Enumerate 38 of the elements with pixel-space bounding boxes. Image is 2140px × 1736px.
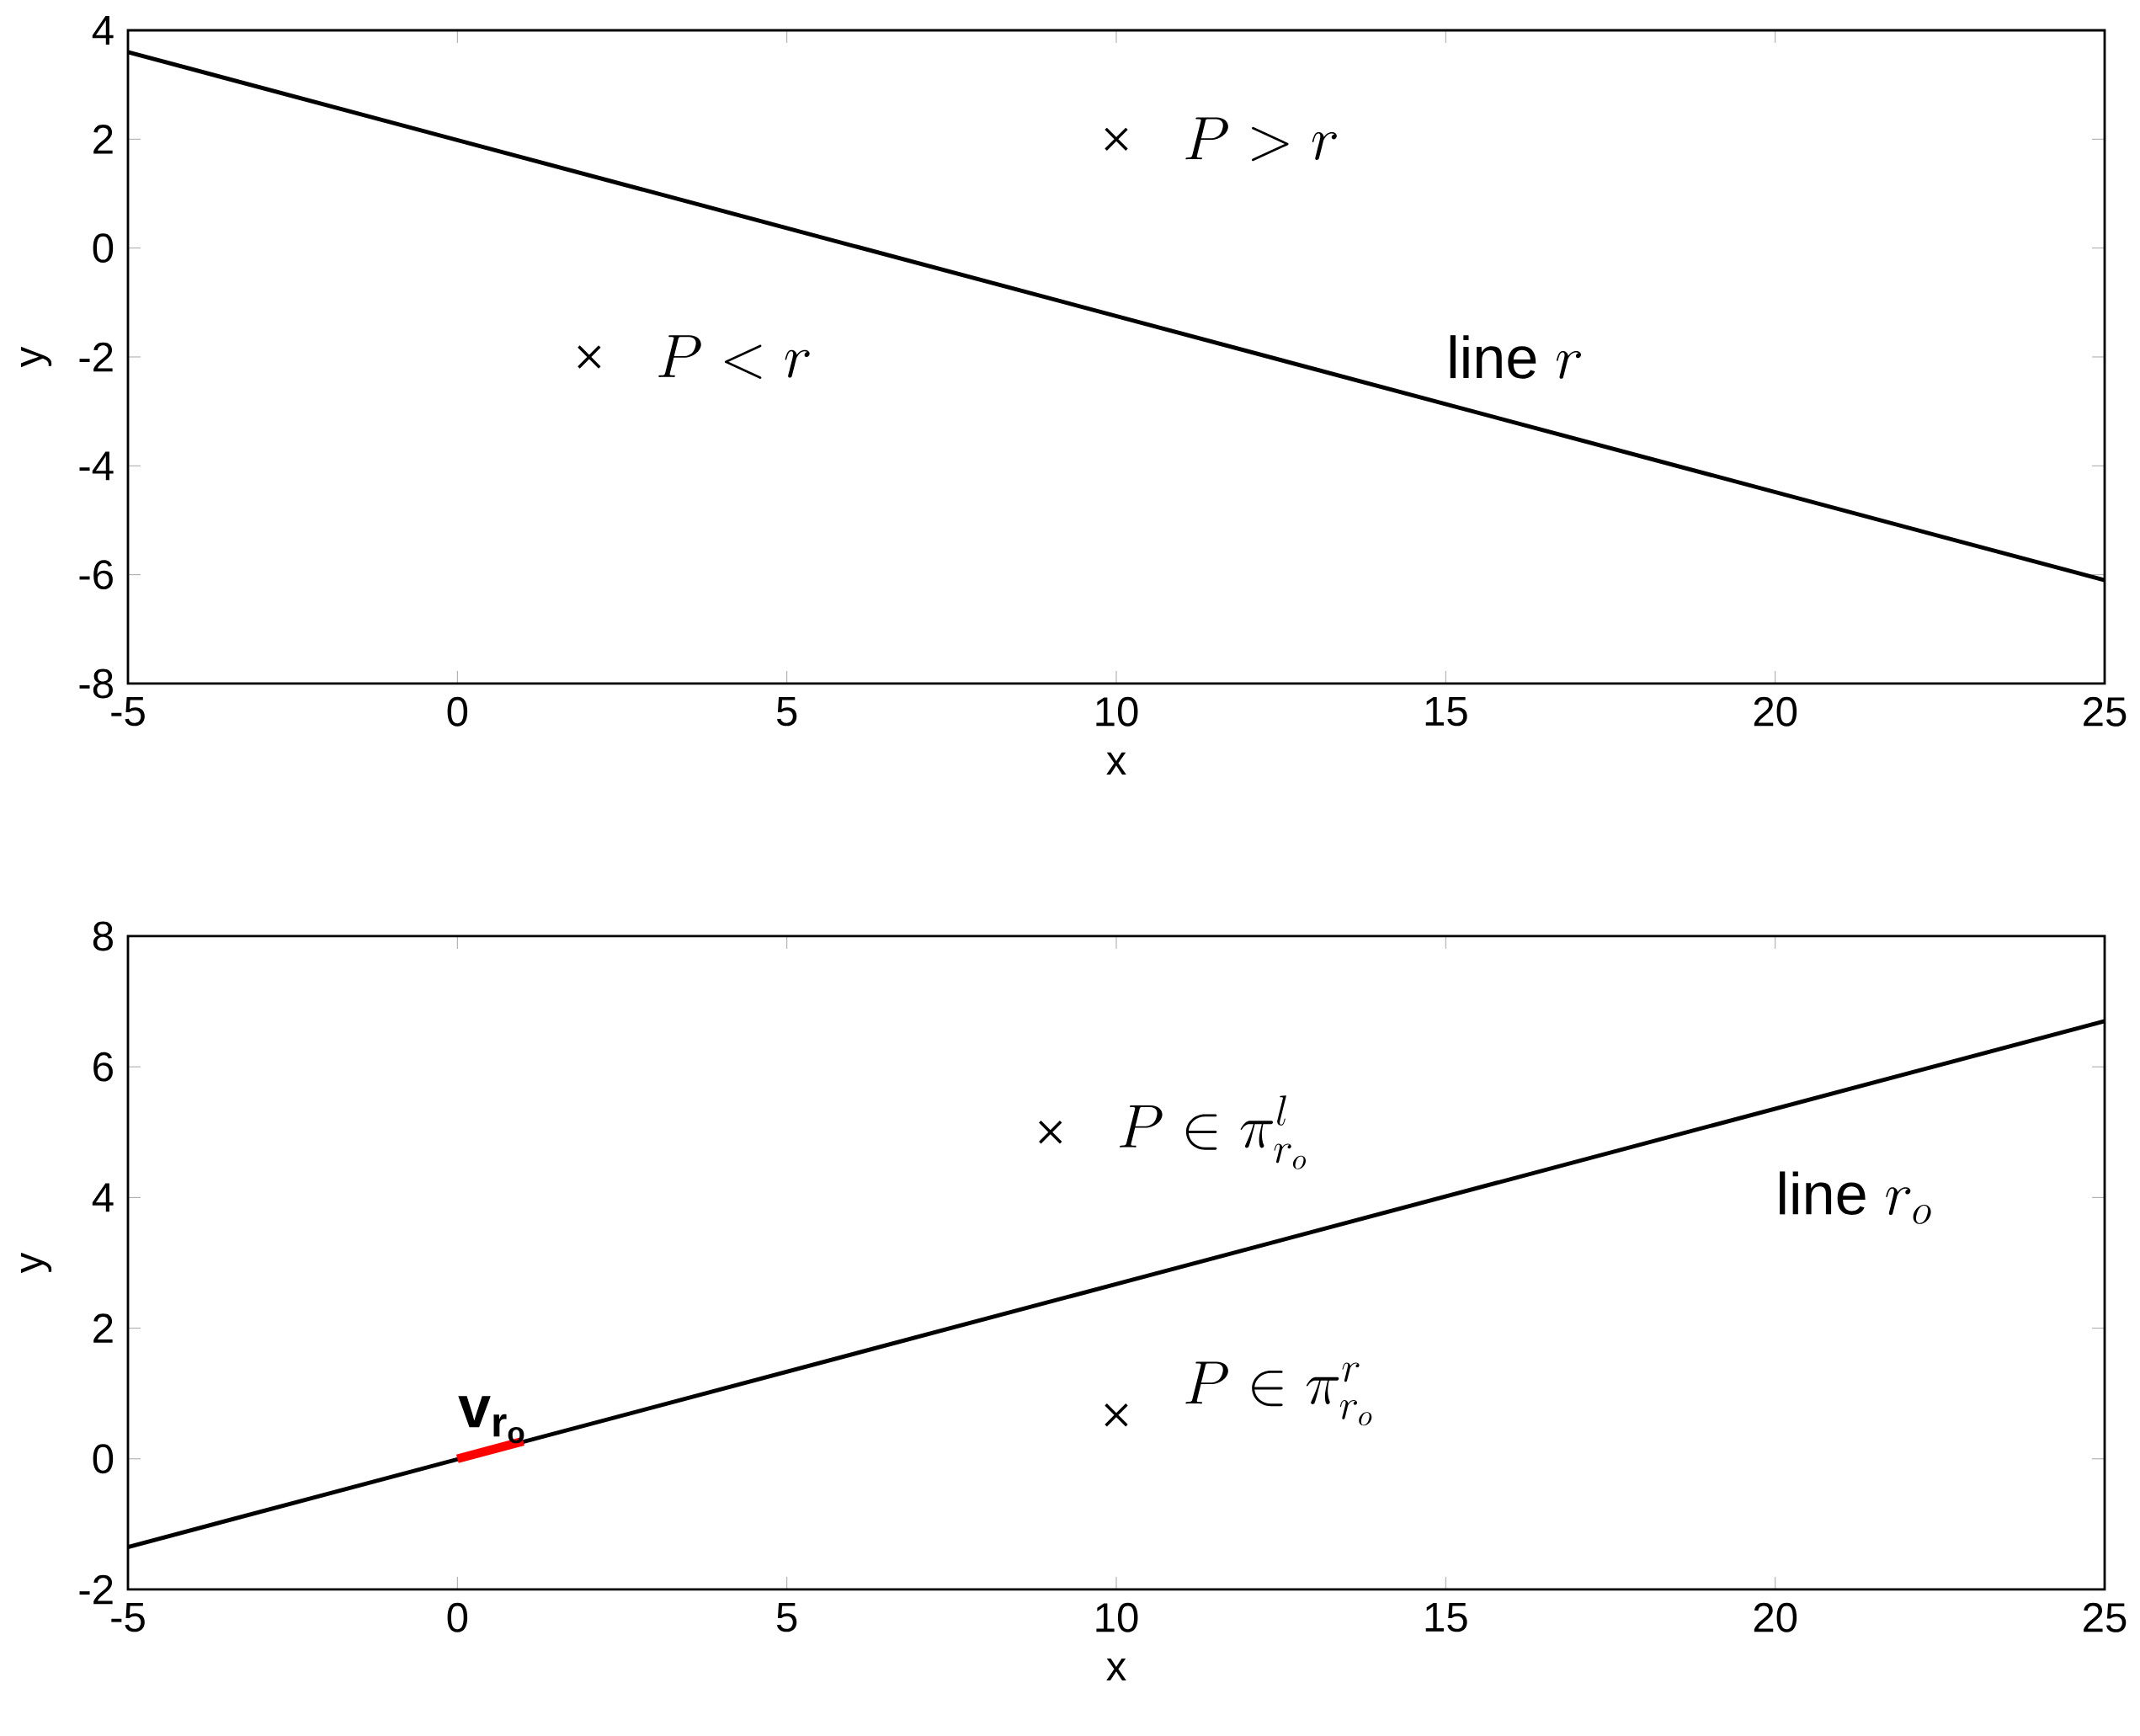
x-tick-label: 0 bbox=[447, 696, 468, 727]
y-tick-label: 2 bbox=[93, 1313, 113, 1343]
annotation: $\mathbf{v_{r_o}}$ bbox=[458, 1396, 524, 1444]
y-tick-label: 0 bbox=[93, 233, 114, 264]
x-tick-label: 15 bbox=[1425, 696, 1467, 727]
y-tick-label: 0 bbox=[93, 1444, 114, 1474]
y-tick-label: 6 bbox=[93, 1052, 113, 1082]
x-tick-label: 5 bbox=[776, 696, 797, 727]
x-tick-label: 25 bbox=[2084, 1602, 2127, 1632]
x-tick-label: 10 bbox=[1096, 1602, 1138, 1632]
x-tick-label: 20 bbox=[1754, 1602, 1797, 1632]
x-axis-title: x bbox=[1106, 1658, 1126, 1680]
x-tick-label: 5 bbox=[776, 1602, 797, 1632]
x-tick-label: 20 bbox=[1754, 696, 1797, 727]
y-tick-label: 4 bbox=[92, 16, 114, 45]
x-tick-label: 10 bbox=[1096, 696, 1138, 727]
annotation: $\mathrm{line}\ r$ bbox=[1450, 335, 1582, 379]
y-tick-label: -8 bbox=[79, 668, 113, 699]
y-tick-label: 8 bbox=[93, 921, 113, 951]
x-tick-label: -5 bbox=[111, 696, 145, 727]
y-tick-label: 4 bbox=[92, 1183, 114, 1212]
y-tick-label: -2 bbox=[79, 342, 113, 372]
x-tick-label: 0 bbox=[447, 1602, 468, 1632]
y-tick-label: -2 bbox=[79, 1574, 113, 1605]
annotation: $P>r$ bbox=[1185, 117, 1337, 162]
annotation: $P \in \pi^{l}_{r_o}$ bbox=[1120, 1095, 1307, 1169]
y-tick-label: -6 bbox=[79, 560, 113, 590]
y-axis-title: y bbox=[20, 1252, 52, 1274]
x-tick-label: 15 bbox=[1425, 1602, 1467, 1632]
x-tick-label: 25 bbox=[2084, 696, 2127, 727]
annotation: $\mathrm{line}\ r_o$ bbox=[1780, 1171, 1931, 1224]
x-tick-label: -5 bbox=[111, 1602, 145, 1632]
annotation: $P \in \pi^{r}_{r_o}$ bbox=[1185, 1361, 1372, 1426]
y-axis-title: y bbox=[20, 346, 52, 368]
annotation: $P<r$ bbox=[658, 335, 810, 379]
x-axis-title: x bbox=[1106, 752, 1126, 775]
y-tick-label: -4 bbox=[79, 451, 114, 481]
y-tick-label: 2 bbox=[93, 125, 113, 154]
